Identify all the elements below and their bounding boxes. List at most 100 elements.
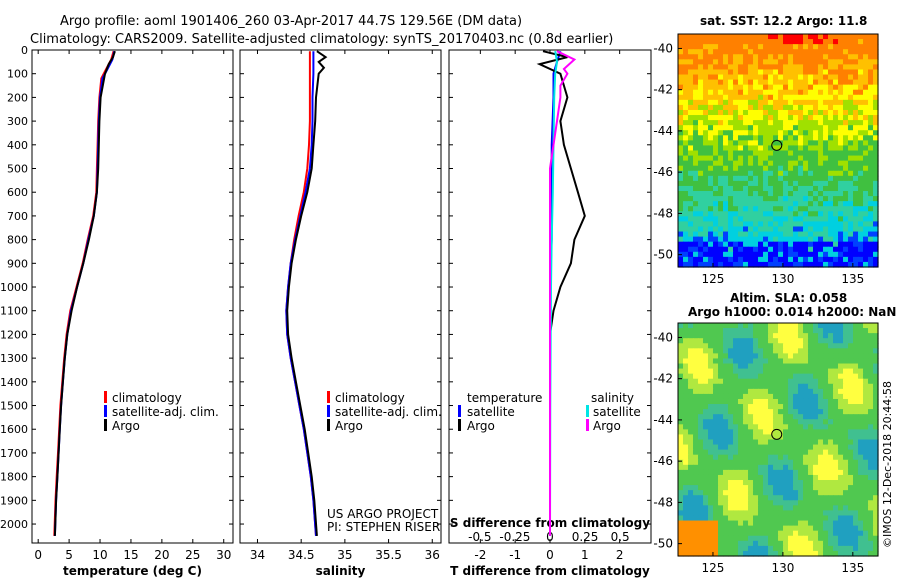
map-cell xyxy=(798,49,804,55)
map-cell xyxy=(863,140,869,147)
map-cell xyxy=(743,69,749,76)
map-cell xyxy=(788,358,794,365)
map-cell xyxy=(738,383,744,390)
map-cell xyxy=(793,515,799,522)
map-cell xyxy=(678,474,684,481)
map-cell xyxy=(843,226,849,233)
map-cell xyxy=(803,464,809,471)
map-cell xyxy=(788,540,794,547)
map-cell xyxy=(753,353,759,360)
map-cell xyxy=(698,39,704,45)
map-cell xyxy=(823,540,829,547)
map-cell xyxy=(853,261,859,268)
map-cell xyxy=(763,94,769,101)
map-cell xyxy=(753,398,759,405)
map-cell xyxy=(868,419,874,425)
map-cell xyxy=(778,424,784,430)
map-cell xyxy=(823,373,829,380)
map-cell xyxy=(728,459,734,466)
map-cell xyxy=(678,429,684,436)
map-cell xyxy=(768,495,774,501)
map-cell xyxy=(778,99,784,106)
map-cell xyxy=(853,54,859,60)
map-cell xyxy=(853,474,859,481)
map-cell xyxy=(773,388,779,395)
map-cell xyxy=(838,545,844,552)
map-cell xyxy=(703,449,709,456)
map-cell xyxy=(818,256,824,263)
map-cell xyxy=(718,373,724,380)
map-cell xyxy=(688,505,694,512)
map-cell xyxy=(843,505,849,512)
map-cell xyxy=(683,459,689,466)
map-cell xyxy=(783,84,789,91)
map-cell xyxy=(753,404,759,410)
map-cell xyxy=(733,170,739,177)
map-cell xyxy=(813,120,819,126)
map-cell xyxy=(848,348,854,354)
map-cell xyxy=(868,59,874,65)
map-cell xyxy=(788,231,794,238)
map-cell xyxy=(868,89,874,96)
map-cell xyxy=(803,323,809,329)
map-cell xyxy=(843,180,849,187)
map-cell xyxy=(693,130,699,136)
map-cell xyxy=(703,414,709,420)
map-cell xyxy=(818,170,824,177)
map-cell xyxy=(848,99,854,106)
map-cell xyxy=(833,525,839,532)
map-cell xyxy=(768,404,774,410)
map-cell xyxy=(848,170,854,177)
map-cell xyxy=(713,54,719,60)
map-cell xyxy=(718,206,724,212)
map-cell xyxy=(828,69,834,76)
map-cell xyxy=(868,490,874,496)
map-cell xyxy=(868,520,874,527)
map-cell xyxy=(763,145,769,152)
map-cell xyxy=(843,343,849,349)
map-cell xyxy=(853,165,859,172)
map-cell xyxy=(678,439,684,446)
map-cell xyxy=(818,383,824,390)
map-cell xyxy=(798,429,804,436)
map-cell xyxy=(848,550,854,557)
map-cell xyxy=(738,94,744,101)
map-cell xyxy=(808,500,814,506)
map-cell xyxy=(818,323,824,329)
map-cell xyxy=(688,175,694,182)
map-cell xyxy=(793,495,799,501)
map-cell xyxy=(863,540,869,547)
map-cell xyxy=(703,251,709,258)
map-cell xyxy=(718,434,724,441)
map-cell xyxy=(693,74,699,81)
map-cell xyxy=(873,444,879,451)
map-cell xyxy=(848,515,854,522)
map-cell xyxy=(703,256,709,263)
map-cell xyxy=(733,135,739,141)
map-cell xyxy=(788,550,794,557)
map-cell xyxy=(778,150,784,157)
map-cell xyxy=(858,175,864,182)
map-cell xyxy=(683,99,689,106)
map-cell xyxy=(843,104,849,111)
map-cell xyxy=(768,480,774,486)
map-cell xyxy=(848,525,854,532)
map-y-tick-label: -44 xyxy=(653,413,673,427)
map-cell xyxy=(678,130,684,136)
map-cell xyxy=(783,535,789,542)
map-cell xyxy=(833,130,839,136)
map-cell xyxy=(768,434,774,441)
map-cell xyxy=(748,358,754,365)
map-cell xyxy=(773,343,779,349)
map-cell xyxy=(853,424,859,430)
map-cell xyxy=(788,79,794,86)
map-cell xyxy=(808,201,814,207)
map-cell xyxy=(743,155,749,162)
map-cell xyxy=(788,170,794,177)
map-cell xyxy=(678,170,684,177)
map-cell xyxy=(753,221,759,228)
map-cell xyxy=(818,79,824,86)
map-cell xyxy=(828,393,834,400)
map-cell xyxy=(803,520,809,527)
map-cell xyxy=(703,231,709,238)
